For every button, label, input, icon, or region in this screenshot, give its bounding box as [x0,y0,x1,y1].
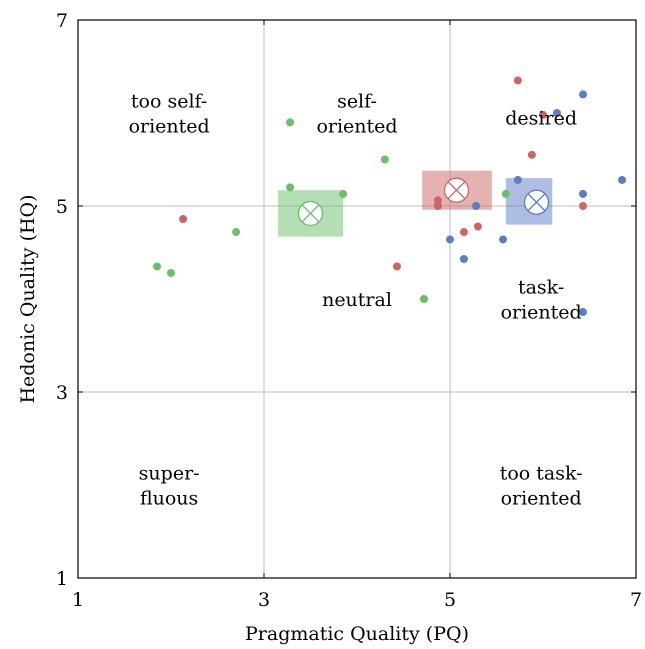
green-data-point [167,268,175,277]
region-labels: too self-oriented self-oriented desired neu… [129,91,583,510]
region-label: oriented [316,116,397,138]
blue-data-point [513,175,522,184]
blue-data-point [578,308,587,317]
mean-cross-line [301,204,320,223]
green-data-point [380,155,389,164]
green-data-point [419,295,428,303]
red-data-point [392,262,401,271]
red-data-point [433,202,442,210]
region-label: too task- [500,463,583,485]
x-axis-label: Pragmatic Quality (PQ) [245,623,469,645]
red-data-point [513,76,522,85]
blue-data-point [446,235,454,244]
blue-data-point [578,189,587,198]
mean-cross-line [447,181,466,200]
x-tick-label: 7 [630,589,642,611]
mean-markers [297,177,550,227]
green-data-point [501,189,510,198]
red-data-point [179,215,188,224]
y-tick-label: 5 [56,196,68,218]
region-label: oriented [501,488,582,510]
red-data-point [433,196,442,205]
red-data-point [527,150,536,159]
y-tick-label: 1 [56,568,68,590]
green-data-point [286,183,295,192]
blue-data-point [578,90,587,99]
axis-ticks: 1 3 5 7 1 3 5 7 [56,10,642,611]
region-label: super- [139,463,200,485]
plot-frame [77,19,637,579]
region-label: oriented [129,116,210,138]
mean-boxes [277,170,553,237]
y-tick-label: 7 [56,10,68,32]
blue-data-point [459,255,468,264]
green-mean-marker [297,200,324,227]
mean-cross-line [527,193,546,212]
region-label: fluous [140,488,198,510]
blue-mean-marker [523,189,550,215]
region-label: desired [505,108,577,130]
blue-data-point [472,202,481,210]
region-label: neutral [322,289,392,311]
x-tick-label: 1 [72,589,84,611]
red-data-point [459,228,468,237]
blue-data-point [618,175,627,184]
green-data-point [153,262,162,271]
region-label: too self- [131,91,207,113]
blue-data-point [499,235,508,244]
x-tick-label: 3 [258,589,270,611]
green-data-point [286,118,295,127]
red-data-point [539,110,547,119]
green-data-point [232,228,241,237]
region-label: task- [518,277,564,299]
y-axis-label: Hedonic Quality (HQ) [17,194,39,403]
y-tick-label: 3 [56,382,68,404]
red-data-point [578,202,587,210]
red-mean-marker [443,177,470,203]
x-tick-label: 5 [444,589,456,611]
blue-data-point [552,109,561,117]
region-label: self- [337,91,377,113]
red-data-point [473,222,482,231]
region-label: oriented [501,302,582,324]
green-data-point [339,189,348,198]
